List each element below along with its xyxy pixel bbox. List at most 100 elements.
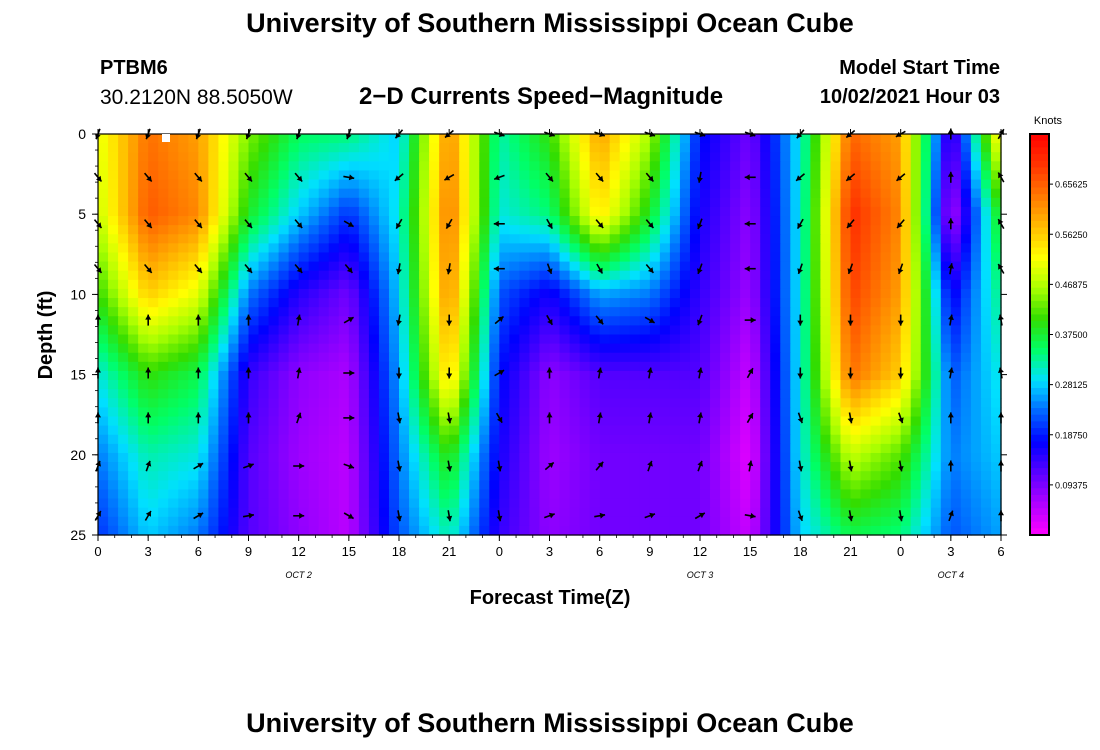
heatmap-cell [780, 425, 791, 436]
heatmap-cell [579, 188, 591, 199]
heatmap-cell [850, 398, 862, 409]
heatmap-cell [388, 343, 400, 354]
heatmap-cell [338, 216, 350, 226]
arrow-head [747, 368, 753, 375]
current-arrow [446, 460, 453, 472]
colorbar-swatch [1030, 307, 1049, 316]
heatmap-cell [108, 389, 119, 399]
heatmap-cell [399, 361, 410, 372]
heatmap-cell [910, 316, 922, 326]
heatmap-cell [910, 179, 922, 190]
heatmap-cell [890, 197, 902, 208]
heatmap-cell [388, 288, 400, 299]
heatmap-cell [579, 389, 591, 399]
current-arrow [847, 460, 854, 472]
heatmap-cell [318, 225, 330, 235]
heatmap-cell [348, 480, 360, 491]
heatmap-cell [108, 452, 119, 463]
heatmap-cell [529, 525, 541, 536]
heatmap-cell [810, 252, 821, 263]
heatmap-cell [138, 507, 149, 518]
heatmap-cell [880, 298, 892, 308]
heatmap-cell [639, 261, 651, 272]
heatmap-cell [218, 216, 230, 226]
heatmap-cell [399, 225, 410, 235]
heatmap-cell [860, 197, 872, 208]
heatmap-cell [459, 434, 470, 445]
heatmap-cell [439, 197, 450, 208]
heatmap-cell [178, 288, 189, 299]
heatmap-cell [890, 434, 902, 445]
x-axis-label: Forecast Time(Z) [470, 587, 631, 609]
heatmap-cell [890, 516, 902, 527]
arrow-head [146, 267, 152, 273]
heatmap-cell [710, 416, 721, 427]
heatmap-cell [880, 334, 892, 345]
heatmap-cell [449, 243, 460, 254]
heatmap-cell [549, 206, 561, 217]
heatmap-cell [348, 252, 360, 263]
heatmap-cell [950, 343, 962, 354]
heatmap-cell [198, 288, 209, 299]
heatmap-cell [489, 197, 500, 208]
heatmap-cell [770, 398, 781, 409]
heatmap-cell [98, 462, 109, 472]
heatmap-cell [950, 134, 962, 144]
heatmap-cell [589, 452, 601, 463]
heatmap-cell [228, 370, 240, 381]
heatmap-cell [649, 188, 661, 199]
heatmap-cell [368, 380, 380, 390]
arrow-head [648, 317, 655, 323]
heatmap-cell [479, 434, 490, 445]
heatmap-cell [880, 270, 892, 281]
heatmap-cell [419, 498, 430, 509]
heatmap-cell [228, 325, 240, 336]
heatmap-cell [278, 389, 290, 399]
heatmap-cell [429, 334, 440, 345]
heatmap-cell [860, 480, 872, 491]
heatmap-cell [529, 498, 541, 509]
heatmap-cell [298, 416, 310, 427]
heatmap-cell [609, 325, 621, 336]
heatmap-cell [409, 170, 420, 181]
heatmap-cell [298, 471, 310, 481]
heatmap-cell [318, 270, 330, 281]
heatmap-cell [198, 234, 209, 244]
heatmap-cell [138, 489, 149, 500]
heatmap-cell [990, 334, 1002, 345]
heatmap-cell [589, 434, 601, 445]
heatmap-cell [870, 152, 882, 162]
heatmap-cell [108, 398, 119, 409]
heatmap-cell [830, 525, 842, 536]
heatmap-cell [569, 298, 581, 308]
heatmap-cell [589, 143, 601, 153]
heatmap-cell [419, 288, 430, 299]
heatmap-cell [248, 143, 260, 153]
heatmap-cell [409, 334, 420, 345]
heatmap-cell [720, 188, 731, 199]
heatmap-cell [619, 471, 631, 481]
heatmap-cell [860, 443, 872, 454]
heatmap-cell [720, 298, 731, 308]
heatmap-cell [920, 471, 932, 481]
heatmap-cell [348, 179, 360, 190]
heatmap-cell [940, 225, 952, 235]
heatmap-cell [479, 498, 490, 509]
heatmap-cell [288, 471, 300, 481]
heatmap-cell [800, 343, 811, 354]
heatmap-cell [258, 197, 270, 208]
heatmap-cell [469, 398, 480, 409]
heatmap-cell [629, 498, 641, 509]
heatmap-cell [950, 298, 962, 308]
heatmap-cell [188, 407, 199, 418]
heatmap-cell [158, 270, 169, 281]
heatmap-cell [378, 343, 390, 354]
heatmap-cell [439, 525, 450, 536]
heatmap-cell [940, 307, 952, 317]
heatmap-cell [308, 134, 320, 144]
heatmap-cell [830, 170, 842, 181]
heatmap-cell [980, 206, 992, 217]
heatmap-cell [700, 471, 711, 481]
heatmap-cell [890, 471, 902, 481]
heatmap-cell [188, 261, 199, 272]
